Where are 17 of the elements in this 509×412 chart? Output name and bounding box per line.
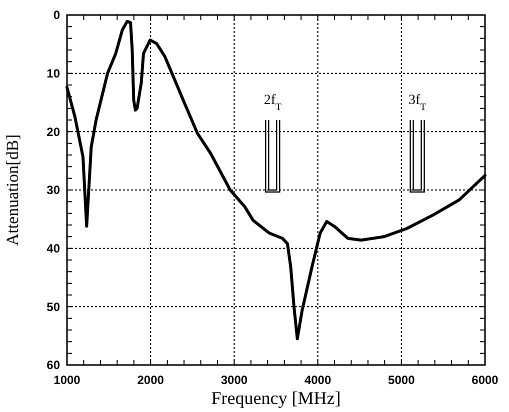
y-axis-title: Attenuation[dB] (3, 134, 22, 246)
y-tick-label: 60 (46, 358, 60, 372)
annotation: 3f$_{T}$ (408, 93, 426, 112)
y-tick-label: 20 (46, 124, 60, 139)
y-tick-label: 10 (46, 66, 60, 81)
x-tick-label: 1000 (54, 373, 81, 387)
y-tick-label: 50 (46, 300, 60, 314)
x-tick-label: 5000 (388, 373, 416, 387)
x-tick-label: 2000 (137, 373, 164, 387)
y-tick-label: 40 (46, 242, 60, 256)
x-tick-label: 6000 (472, 373, 499, 387)
x-tick-label: 3000 (220, 373, 248, 387)
y-tick-label: 0 (53, 8, 60, 22)
annotation: 2f$_{T}$ (264, 93, 282, 112)
x-tick-label: 4000 (304, 373, 332, 387)
y-tick-label: 30 (46, 183, 60, 198)
x-axis-title: Frequency [MHz] (211, 388, 341, 408)
